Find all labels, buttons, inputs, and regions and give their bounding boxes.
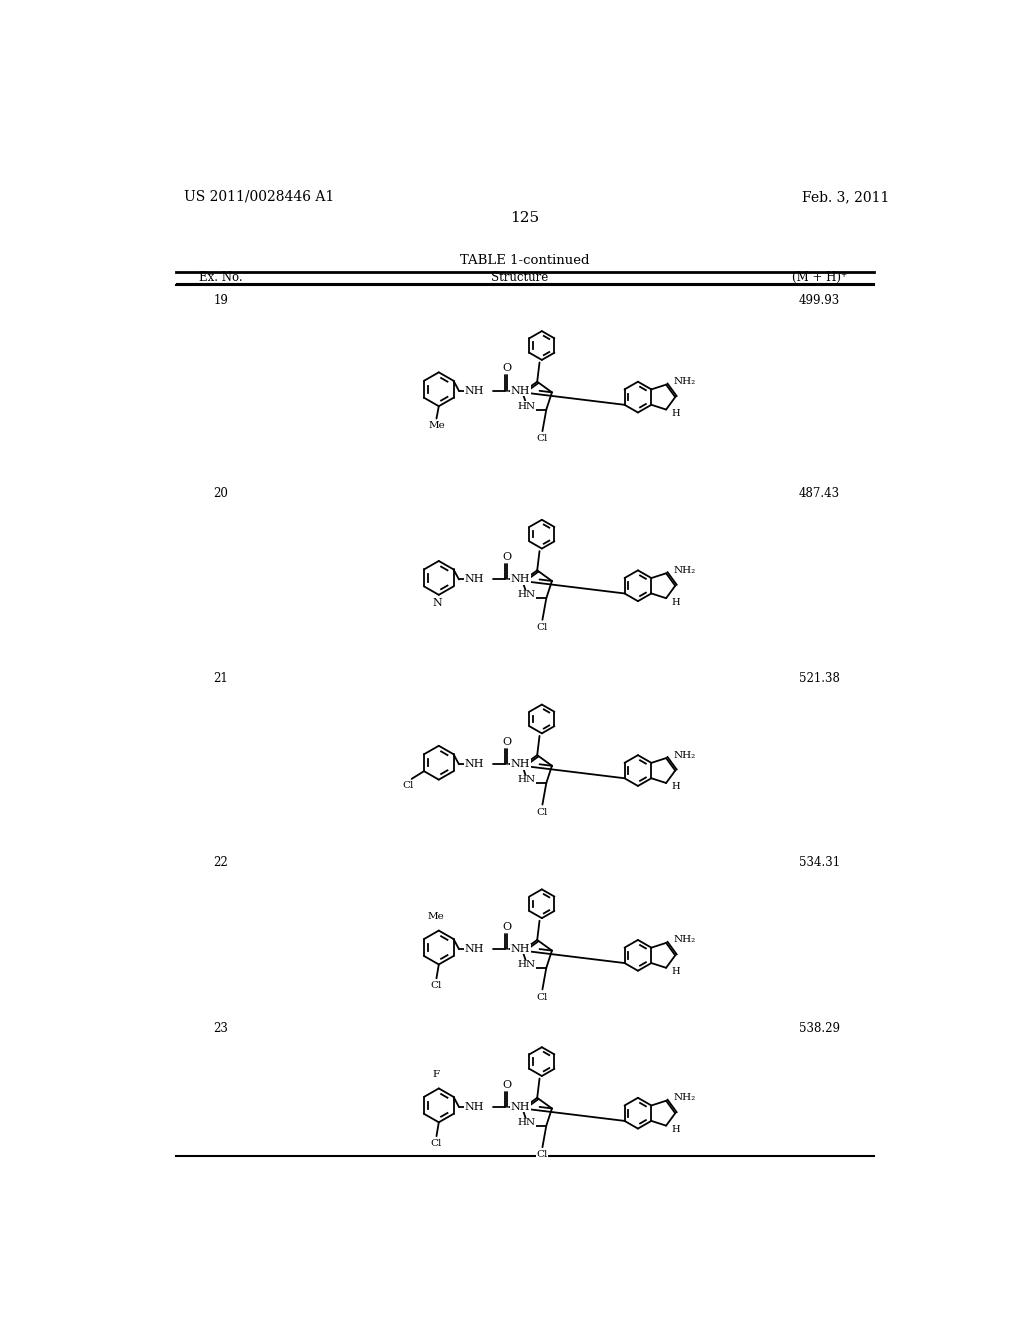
Text: NH: NH xyxy=(511,759,530,770)
Text: O: O xyxy=(503,552,512,562)
Text: (M + H)⁺: (M + H)⁺ xyxy=(792,271,847,284)
Text: Me: Me xyxy=(428,421,444,430)
Text: NH: NH xyxy=(464,385,483,396)
Text: N: N xyxy=(432,598,442,609)
Text: F: F xyxy=(432,1071,439,1080)
Text: NH₂: NH₂ xyxy=(674,751,696,759)
Text: Cl: Cl xyxy=(537,434,548,444)
Text: HN: HN xyxy=(517,960,536,969)
Text: O: O xyxy=(503,737,512,747)
Text: NH: NH xyxy=(511,574,530,585)
Text: Structure: Structure xyxy=(490,271,548,284)
Text: Cl: Cl xyxy=(537,1151,548,1159)
Text: H: H xyxy=(672,598,680,607)
Text: Cl: Cl xyxy=(402,781,415,791)
Text: NH: NH xyxy=(511,1102,530,1111)
Text: NH₂: NH₂ xyxy=(674,1093,696,1102)
Text: Cl: Cl xyxy=(431,981,442,990)
Text: Cl: Cl xyxy=(537,993,548,1002)
Text: 20: 20 xyxy=(214,487,228,500)
Text: HN: HN xyxy=(517,401,536,411)
Text: NH₂: NH₂ xyxy=(674,936,696,944)
Text: NH₂: NH₂ xyxy=(674,378,696,385)
Text: O: O xyxy=(503,921,512,932)
Text: NH: NH xyxy=(464,1102,483,1111)
Text: HN: HN xyxy=(517,775,536,784)
Text: Cl: Cl xyxy=(537,623,548,632)
Text: O: O xyxy=(503,1080,512,1089)
Text: HN: HN xyxy=(517,1118,536,1127)
Text: 521.38: 521.38 xyxy=(799,672,840,685)
Text: NH: NH xyxy=(511,385,530,396)
Text: NH: NH xyxy=(464,944,483,954)
Text: H: H xyxy=(672,783,680,792)
Text: Me: Me xyxy=(427,912,444,921)
Text: HN: HN xyxy=(517,590,536,599)
Text: Cl: Cl xyxy=(431,1139,442,1147)
Text: H: H xyxy=(672,1125,680,1134)
Text: TABLE 1-continued: TABLE 1-continued xyxy=(460,255,590,268)
Text: Ex. No.: Ex. No. xyxy=(200,271,243,284)
Text: US 2011/0028446 A1: US 2011/0028446 A1 xyxy=(183,190,334,203)
Text: 19: 19 xyxy=(214,294,228,308)
Text: NH₂: NH₂ xyxy=(674,566,696,574)
Text: Feb. 3, 2011: Feb. 3, 2011 xyxy=(802,190,890,203)
Text: 487.43: 487.43 xyxy=(799,487,840,500)
Text: NH: NH xyxy=(464,759,483,770)
Text: 534.31: 534.31 xyxy=(799,857,840,870)
Text: O: O xyxy=(503,363,512,374)
Text: 538.29: 538.29 xyxy=(799,1022,840,1035)
Text: 125: 125 xyxy=(510,211,540,226)
Text: H: H xyxy=(672,409,680,418)
Text: NH: NH xyxy=(511,944,530,954)
Text: NH: NH xyxy=(464,574,483,585)
Text: Cl: Cl xyxy=(537,808,548,817)
Text: H: H xyxy=(672,968,680,977)
Text: 21: 21 xyxy=(214,672,228,685)
Text: 23: 23 xyxy=(214,1022,228,1035)
Text: 499.93: 499.93 xyxy=(799,294,840,308)
Text: 22: 22 xyxy=(214,857,228,870)
